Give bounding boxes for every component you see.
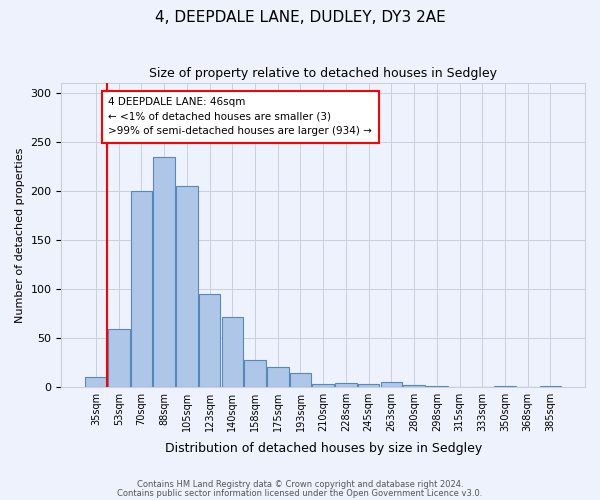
Text: 4, DEEPDALE LANE, DUDLEY, DY3 2AE: 4, DEEPDALE LANE, DUDLEY, DY3 2AE <box>155 10 445 25</box>
Bar <box>108 329 130 386</box>
Y-axis label: Number of detached properties: Number of detached properties <box>15 147 25 322</box>
Text: Contains public sector information licensed under the Open Government Licence v3: Contains public sector information licen… <box>118 490 482 498</box>
Bar <box>244 360 266 386</box>
Text: 4 DEEPDALE LANE: 46sqm
← <1% of detached houses are smaller (3)
>99% of semi-det: 4 DEEPDALE LANE: 46sqm ← <1% of detached… <box>109 97 373 136</box>
Title: Size of property relative to detached houses in Sedgley: Size of property relative to detached ho… <box>149 68 497 80</box>
Bar <box>403 384 425 386</box>
Bar <box>380 382 402 386</box>
Text: Contains HM Land Registry data © Crown copyright and database right 2024.: Contains HM Land Registry data © Crown c… <box>137 480 463 489</box>
X-axis label: Distribution of detached houses by size in Sedgley: Distribution of detached houses by size … <box>164 442 482 455</box>
Bar <box>199 294 220 386</box>
Bar <box>131 191 152 386</box>
Bar <box>221 317 243 386</box>
Bar <box>335 382 357 386</box>
Bar <box>176 186 197 386</box>
Bar <box>154 158 175 386</box>
Bar <box>358 384 379 386</box>
Bar <box>313 384 334 386</box>
Bar <box>267 367 289 386</box>
Bar <box>290 373 311 386</box>
Bar <box>85 377 107 386</box>
